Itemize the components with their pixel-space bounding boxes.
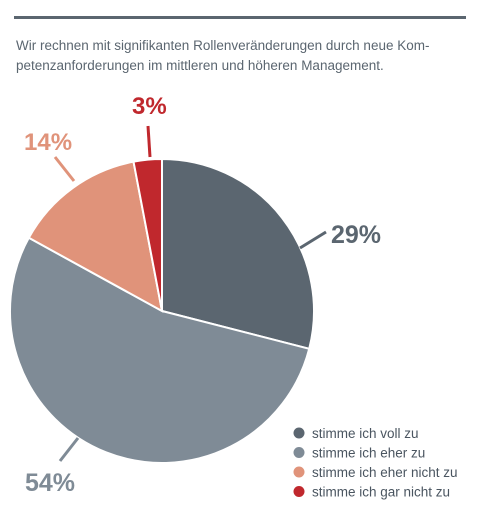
- percent-label-1: 29%: [331, 221, 381, 249]
- pie-slice-3: [27, 160, 164, 313]
- pie-slice-4: [132, 157, 163, 312]
- leader-line-2: [58, 437, 80, 462]
- legend-marker-2: [293, 447, 305, 458]
- leader-line-4: [146, 125, 152, 158]
- leader-line-3: [53, 156, 76, 182]
- pie-slices: [9, 157, 315, 464]
- legend: stimme ich voll zu stimme ich eher zu stim…: [293, 426, 458, 500]
- legend-label-1: stimme ich voll zu: [312, 426, 419, 441]
- legend-label-3: stimme ich eher nicht zu: [312, 465, 458, 480]
- leader-lines: [53, 125, 327, 462]
- percent-label-2: 54%: [25, 469, 75, 497]
- legend-marker-3: [293, 466, 305, 478]
- percentage-labels: 29% 54% 14% 3%: [24, 93, 381, 497]
- percent-label-3: 14%: [24, 129, 72, 156]
- pie-slice-1: [161, 157, 315, 351]
- legend-marker-4: [293, 486, 305, 497]
- legend-marker-1: [293, 427, 305, 439]
- chart-subtitle: Wir rechnen mit signifikanten Rollenverä…: [16, 38, 430, 73]
- legend-label-2: stimme ich eher zu: [312, 446, 425, 461]
- legend-label-4: stimme ich gar nicht zu: [312, 485, 450, 500]
- pie-slice-2: [9, 236, 311, 464]
- top-divider: [14, 16, 466, 19]
- percent-label-4: 3%: [132, 93, 167, 120]
- leader-line-1: [299, 230, 327, 250]
